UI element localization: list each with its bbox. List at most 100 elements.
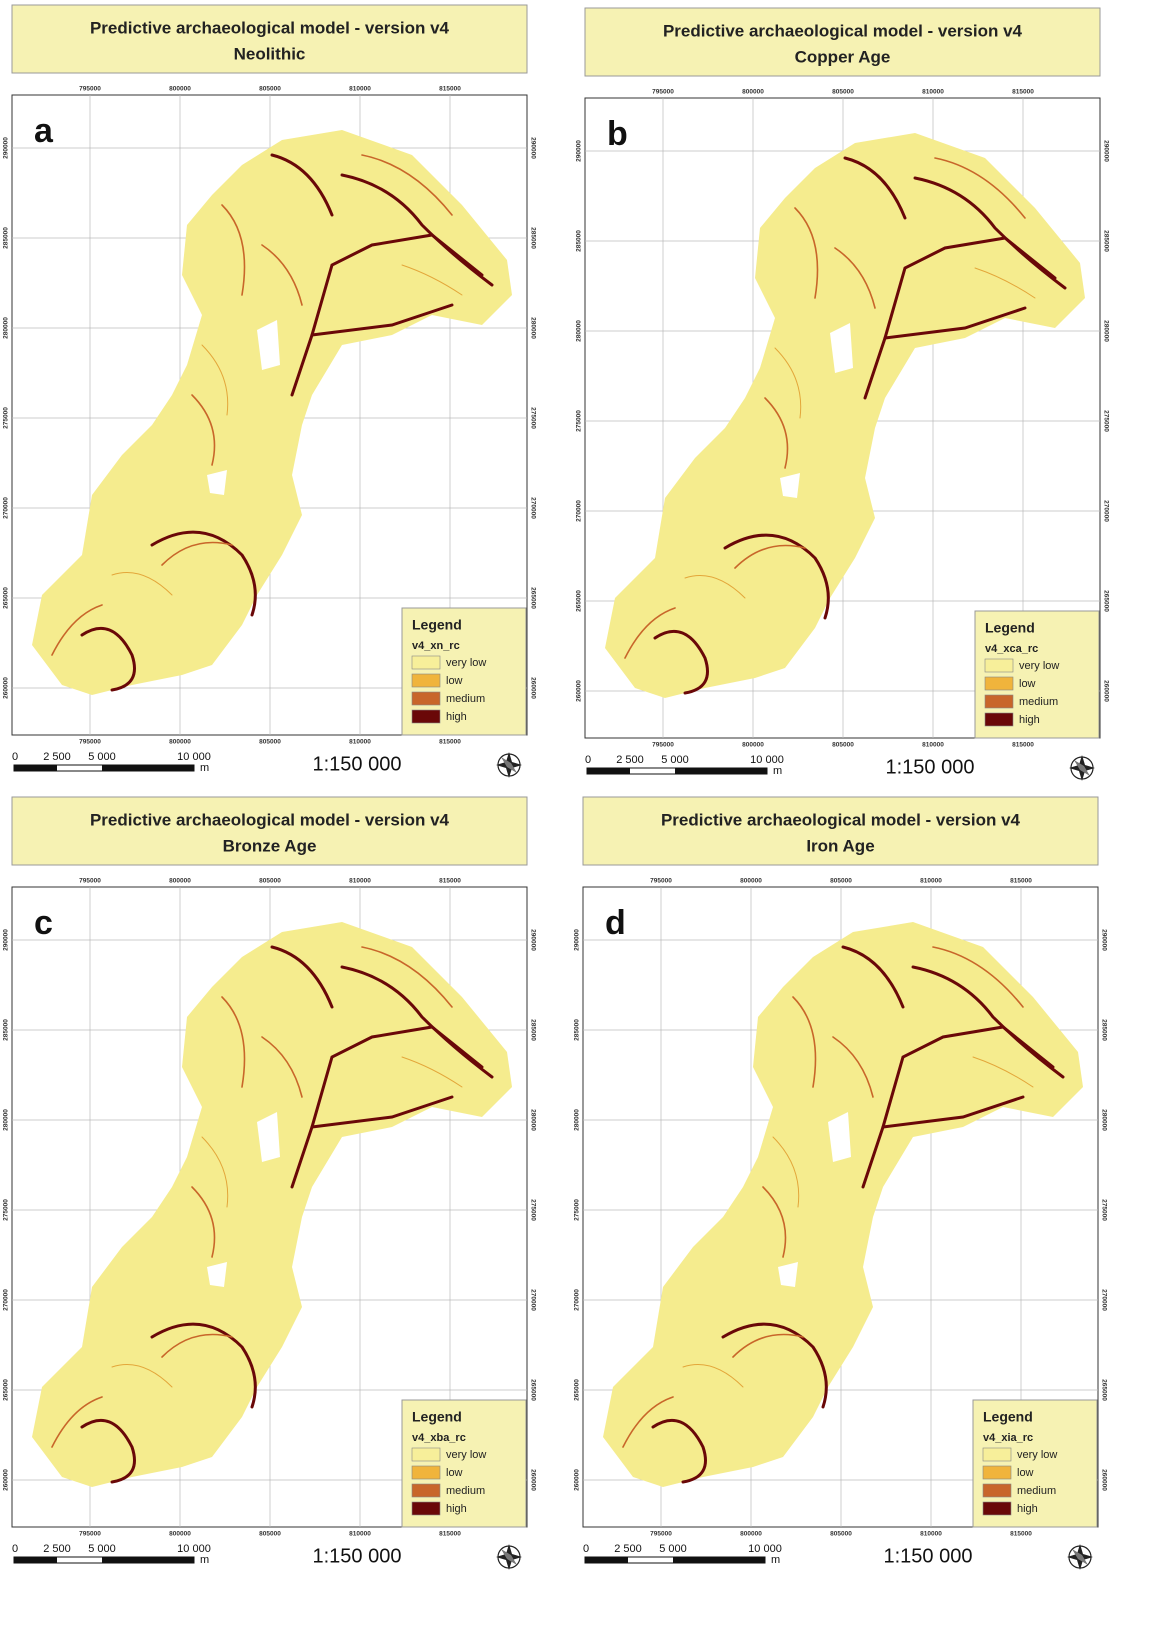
scale-bar-seg — [673, 1557, 765, 1563]
y-coord-label: 275000 — [1100, 1199, 1107, 1221]
legend-swatch — [412, 674, 440, 687]
x-coord-label: 805000 — [830, 878, 852, 885]
legend-label: very low — [446, 1449, 486, 1461]
y-coord-label: 290000 — [1102, 140, 1109, 162]
x-coord-label: 795000 — [650, 1531, 672, 1538]
north-arrow — [1067, 1544, 1093, 1570]
y-coord-label: 285000 — [529, 227, 536, 249]
scale-ratio: 1:150 000 — [884, 1545, 973, 1567]
scale-bar-seg — [102, 765, 194, 771]
x-coord-label: 795000 — [79, 86, 101, 93]
scale-label: 2 500 — [43, 751, 71, 763]
legend-label: high — [1017, 1503, 1038, 1515]
y-coord-label: 265000 — [529, 1379, 536, 1401]
y-coord-label: 265000 — [574, 1379, 581, 1401]
y-coord-label: 280000 — [3, 1109, 10, 1131]
legend-label: high — [1019, 714, 1040, 726]
panel-letter: d — [605, 904, 626, 942]
legend-swatch — [412, 1448, 440, 1461]
y-coord-label: 290000 — [3, 137, 10, 159]
legend-title: Legend — [412, 617, 462, 633]
legend-label: very low — [446, 657, 486, 669]
x-coord-label: 815000 — [1012, 742, 1034, 749]
scale-label: 0 — [12, 751, 18, 763]
x-coord-label: 815000 — [439, 86, 461, 93]
scale-bar-seg — [14, 765, 57, 771]
scale-bar-seg — [14, 1557, 57, 1563]
x-coord-label: 805000 — [830, 1531, 852, 1538]
y-coord-label: 290000 — [529, 137, 536, 159]
x-coord-label: 815000 — [439, 739, 461, 746]
y-coord-label: 280000 — [576, 320, 583, 342]
y-coord-label: 260000 — [1100, 1469, 1107, 1491]
scale-label: m — [200, 1554, 209, 1566]
map-panel: Predictive archaeological model - versio… — [3, 5, 537, 778]
x-coord-label: 795000 — [79, 1531, 101, 1538]
y-coord-label: 265000 — [1100, 1379, 1107, 1401]
x-coord-label: 800000 — [740, 878, 762, 885]
scale-bar-seg — [587, 768, 630, 774]
legend-swatch — [983, 1502, 1011, 1515]
legend-swatch — [412, 1502, 440, 1515]
scale-ratio: 1:150 000 — [313, 753, 402, 775]
panel-title: Iron Age — [806, 836, 874, 855]
x-coord-label: 815000 — [1010, 1531, 1032, 1538]
legend-swatch — [985, 713, 1013, 726]
scale-label: 2 500 — [616, 754, 644, 766]
panel-title: Predictive archaeological model - versio… — [661, 810, 1021, 829]
x-coord-label: 795000 — [79, 739, 101, 746]
north-arrow — [1069, 755, 1095, 781]
y-coord-label: 280000 — [574, 1109, 581, 1131]
y-coord-label: 260000 — [3, 1469, 10, 1491]
legend-label: high — [446, 711, 467, 723]
x-coord-label: 810000 — [920, 878, 942, 885]
legend-swatch — [985, 695, 1013, 708]
y-coord-label: 270000 — [3, 1289, 10, 1311]
legend: Legendv4_xn_rcvery lowlowmediumhigh — [402, 608, 526, 735]
scale-label: m — [773, 765, 782, 777]
y-coord-label: 270000 — [576, 500, 583, 522]
panel-title: Predictive archaeological model - versio… — [663, 21, 1023, 40]
x-coord-label: 805000 — [832, 742, 854, 749]
y-coord-label: 280000 — [529, 1109, 536, 1131]
y-coord-label: 260000 — [529, 1469, 536, 1491]
legend-label: low — [446, 675, 463, 687]
y-coord-label: 270000 — [1102, 500, 1109, 522]
map-panel: Predictive archaeological model - versio… — [576, 8, 1110, 781]
scale-label: 5 000 — [88, 1543, 116, 1555]
y-coord-label: 265000 — [3, 1379, 10, 1401]
scale-bar-seg — [102, 1557, 194, 1563]
scale-bar-seg — [585, 1557, 628, 1563]
scale-label: 5 000 — [88, 751, 116, 763]
scale-ratio: 1:150 000 — [886, 756, 975, 778]
x-coord-label: 805000 — [259, 878, 281, 885]
north-arrow — [496, 752, 522, 778]
y-coord-label: 285000 — [576, 230, 583, 252]
legend-swatch — [412, 1484, 440, 1497]
panel-letter: b — [607, 115, 628, 153]
legend-label: very low — [1019, 660, 1059, 672]
y-coord-label: 260000 — [1102, 680, 1109, 702]
scale-label: 0 — [12, 1543, 18, 1555]
x-coord-label: 805000 — [259, 1531, 281, 1538]
y-coord-label: 280000 — [529, 317, 536, 339]
legend-swatch — [412, 692, 440, 705]
scale-label: 2 500 — [614, 1543, 642, 1555]
x-coord-label: 800000 — [742, 742, 764, 749]
y-coord-label: 285000 — [1102, 230, 1109, 252]
x-coord-label: 800000 — [169, 1531, 191, 1538]
scale-bar-seg — [675, 768, 767, 774]
x-coord-label: 795000 — [652, 89, 674, 96]
legend-swatch — [985, 677, 1013, 690]
x-coord-label: 810000 — [922, 89, 944, 96]
y-coord-label: 265000 — [3, 587, 10, 609]
x-coord-label: 810000 — [349, 878, 371, 885]
legend-label: very low — [1017, 1449, 1057, 1461]
map-panel: Predictive archaeological model - versio… — [574, 797, 1108, 1570]
legend-label: low — [1017, 1467, 1034, 1479]
legend-swatch — [412, 656, 440, 669]
scale-label: m — [200, 762, 209, 774]
y-coord-label: 260000 — [529, 677, 536, 699]
y-coord-label: 265000 — [529, 587, 536, 609]
